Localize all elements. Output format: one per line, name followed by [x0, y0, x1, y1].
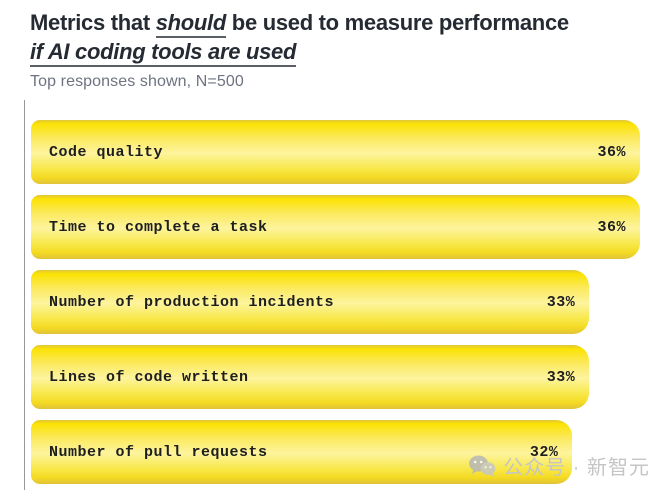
bar-value: 33%: [546, 293, 576, 311]
title-line2: if AI coding tools are used: [30, 39, 296, 67]
title-segment-emphasis: should: [155, 10, 226, 38]
bar-chart: Code quality 36% Time to complete a task…: [31, 120, 640, 495]
y-axis-line: [24, 100, 25, 490]
bar-time-to-complete-task: Time to complete a task 36%: [31, 195, 640, 259]
bar-value: 36%: [597, 218, 626, 236]
chart-title: Metrics that should be used to measure p…: [30, 8, 645, 67]
bar-value: 36%: [597, 143, 626, 161]
watermark: 公众号 · 新智元: [468, 451, 650, 480]
bar-pull-requests: Number of pull requests 32%: [31, 420, 573, 484]
bar-label: Number of pull requests: [49, 443, 268, 461]
bar-code-quality: Code quality 36%: [31, 120, 640, 184]
wechat-icon: [469, 455, 496, 477]
bar-value: 33%: [546, 368, 576, 386]
bar-label: Number of production incidents: [49, 293, 335, 311]
bar-production-incidents: Number of production incidents 33%: [31, 270, 590, 334]
title-segment-post: be used to measure performance: [226, 10, 569, 35]
bar-lines-of-code: Lines of code written 33%: [31, 345, 590, 409]
chart-subtitle: Top responses shown, N=500: [30, 73, 244, 90]
title-segment-pre: Metrics that: [30, 10, 156, 35]
watermark-text: 公众号 · 新智元: [503, 457, 650, 479]
bar-label: Lines of code written: [49, 368, 249, 386]
bar-label: Code quality: [49, 143, 164, 161]
chart-header: Metrics that should be used to measure p…: [30, 8, 645, 91]
bar-value: 32%: [529, 443, 559, 461]
bar-label: Time to complete a task: [49, 218, 268, 236]
